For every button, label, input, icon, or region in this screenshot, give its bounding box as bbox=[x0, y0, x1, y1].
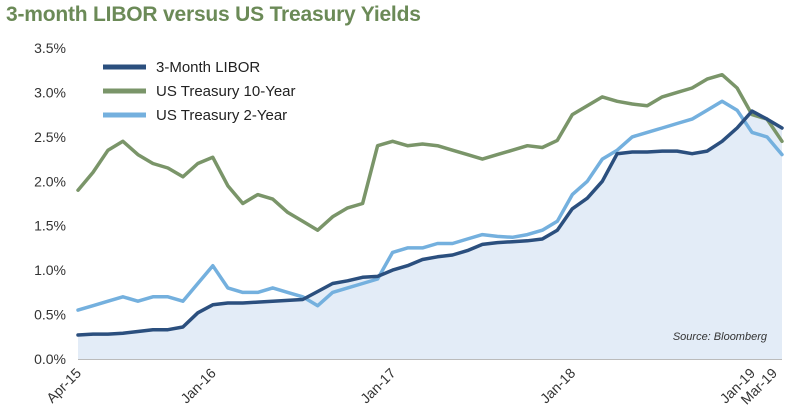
legend-label: 3-Month LIBOR bbox=[156, 59, 260, 76]
legend-label: US Treasury 10-Year bbox=[156, 83, 296, 100]
legend-label: US Treasury 2-Year bbox=[156, 107, 287, 124]
y-tick-label: 2.0% bbox=[34, 173, 66, 189]
legend-item-10-year: US Treasury 10-Year bbox=[103, 83, 296, 100]
x-tick-label: Apr-15 bbox=[43, 365, 84, 406]
x-tick-label: Jan-17 bbox=[357, 365, 399, 407]
y-tick-label: 3.0% bbox=[34, 84, 66, 100]
x-tick-label: Jan-16 bbox=[177, 365, 219, 407]
treasury-10-year-line bbox=[76, 72, 784, 232]
y-tick-label: 3.5% bbox=[34, 40, 66, 56]
y-tick-label: 0.5% bbox=[34, 307, 66, 323]
legend-item-2-year: US Treasury 2-Year bbox=[103, 107, 287, 124]
source-annotation: Source: Bloomberg bbox=[673, 331, 768, 343]
libor-line bbox=[76, 109, 784, 337]
libor-area bbox=[78, 111, 782, 359]
libor-area-layer bbox=[78, 111, 782, 359]
y-tick-label: 1.5% bbox=[34, 218, 66, 234]
y-tick-label: 0.0% bbox=[34, 351, 66, 367]
treasury-2-year-line bbox=[76, 99, 784, 312]
series-layer bbox=[76, 72, 784, 337]
chart-title: 3-month LIBOR versus US Treasury Yields bbox=[6, 3, 421, 26]
y-tick-label: 2.5% bbox=[34, 129, 66, 145]
x-tick-label: Jan-18 bbox=[537, 365, 579, 407]
legend-item-libor: 3-Month LIBOR bbox=[103, 59, 260, 76]
y-tick-label: 1.0% bbox=[34, 262, 66, 278]
legend: 3-Month LIBOR US Treasury 10-Year US Treas… bbox=[103, 59, 296, 124]
